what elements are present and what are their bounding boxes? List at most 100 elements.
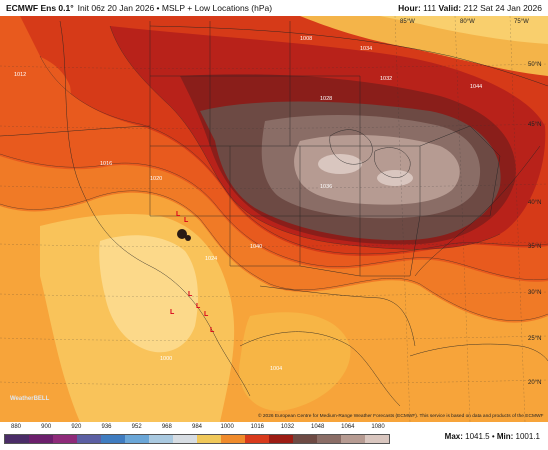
legend-tick-label: 1064 (341, 424, 355, 430)
min-label: Min: (496, 432, 514, 441)
isobar-label: 1016 (100, 161, 113, 167)
state-line (149, 21, 211, 77)
isobar-label: 1044 (470, 84, 483, 90)
legend-color-swatch (173, 435, 197, 443)
legend-tick-labels: 880 900 920 936 952 968 984 1000 1016 1032 1048 106… (4, 424, 390, 433)
legend-color-swatch (77, 435, 101, 443)
legend-color-swatch (341, 435, 365, 443)
west-coast-line (59, 20, 251, 397)
isobar-label: 1008 (300, 36, 313, 42)
state-line (360, 215, 421, 277)
latitude-label: 45°N (528, 122, 542, 128)
legend-color-swatch (317, 435, 341, 443)
pressure-map: L L L L L L L 1012 1016 1020 1024 1028 1032 10… (0, 16, 548, 422)
latitude-label: 35°N (528, 244, 542, 250)
isobar-label: 1012 (14, 72, 27, 78)
pressure-band-1044 (294, 134, 460, 205)
caribbean-line (409, 343, 548, 362)
pressure-band-northeast-low (380, 16, 548, 44)
legend-tick-label: 1048 (310, 424, 325, 430)
state-line (419, 125, 501, 217)
hour-value: 111 (423, 3, 437, 13)
latitude-label: 50°N (528, 62, 542, 68)
pressure-band-gulf (239, 312, 351, 411)
state-line (149, 146, 231, 217)
high-pressure-core (377, 170, 413, 186)
isobar-label: 1028 (320, 96, 333, 102)
pressure-map-svg: L L L L L L L (0, 16, 548, 422)
legend-color-swatch (125, 435, 149, 443)
isobar-label: 1034 (360, 46, 373, 52)
boundary-lines (0, 20, 548, 407)
gulf-coast-line (259, 285, 416, 347)
pressure-stats: Max: 1041.5 • Min: 1001.1 (444, 432, 540, 441)
isobar-label: 1020 (150, 176, 163, 182)
state-line (360, 145, 421, 217)
great-lakes-line (329, 129, 373, 165)
longitude-label: 75°W (514, 19, 529, 25)
legend-tick-label: 1000 (220, 424, 234, 430)
legend-color-swatch (293, 435, 317, 443)
legend-color-swatch (245, 435, 269, 443)
longitude-label: 85°W (400, 19, 415, 25)
legend-tick-label: 900 (41, 424, 52, 430)
pressure-band-northwest (0, 52, 71, 122)
low-cluster (185, 235, 191, 241)
isobar-label: 1040 (250, 244, 263, 250)
latitude-label: 30°N (528, 290, 542, 296)
init-time: Init 06z 20 Jan 2026 • MSLP + Low Locati… (77, 3, 273, 13)
low-markers: L L L L L L L (170, 211, 215, 334)
border-line (0, 125, 151, 137)
legend-color-swatch (221, 435, 245, 443)
state-line (229, 216, 301, 267)
low-marker: L (170, 309, 175, 316)
isobar-1028 (39, 55, 548, 255)
max-label: Max: (444, 432, 463, 441)
legend-tick-label: 984 (191, 424, 203, 430)
model-name: ECMWF Ens 0.1° (6, 3, 74, 13)
pressure-legend: 880 900 920 936 952 968 984 1000 1016 1032 1048 106… (4, 424, 390, 450)
legend-tick-label: 952 (131, 424, 142, 430)
hour-label: Hour: (398, 3, 421, 13)
low-marker: L (204, 311, 209, 318)
low-cluster (177, 229, 187, 239)
legend-tick-label: 920 (71, 424, 82, 430)
pressure-band-mexico-low (99, 235, 198, 353)
great-lakes-line (374, 147, 411, 178)
isobar-label: 1036 (320, 184, 333, 190)
legend-tick-label: 1032 (280, 424, 295, 430)
isobar-lines (0, 25, 548, 321)
isobar-label: 1004 (270, 366, 283, 372)
valid-label: Valid: (438, 3, 462, 13)
legend-color-swatch (5, 435, 29, 443)
isobar-1020 (0, 190, 548, 321)
legend-color-bar (4, 434, 390, 444)
low-marker: L (188, 291, 193, 298)
valid-value: 212 Sat 24 Jan 2026 (463, 3, 542, 13)
legend-color-swatch (365, 435, 389, 443)
legend-tick-label: 880 (10, 424, 22, 430)
latitude-label: 20°N (528, 380, 542, 386)
low-marker: L (184, 217, 189, 224)
state-line (290, 75, 361, 147)
legend-tick-label: 1016 (250, 424, 265, 430)
high-pressure-core (318, 154, 362, 174)
legend-color-swatch (197, 435, 221, 443)
legend-color-swatch (53, 435, 77, 443)
latitude-label: 40°N (528, 200, 542, 206)
longitude-label: 80°W (460, 19, 475, 25)
yucatan-line (239, 331, 401, 407)
legend-tick-label: 968 (161, 424, 172, 430)
state-line (149, 76, 211, 147)
latitude-label: 25°N (528, 336, 542, 342)
isobar-label: 1032 (380, 76, 393, 82)
min-value: 1001.1 (515, 432, 540, 441)
east-coast-line (414, 145, 541, 277)
legend-color-swatch (101, 435, 125, 443)
legend-tick-label: 936 (101, 424, 112, 430)
low-marker: L (176, 211, 181, 218)
map-header: ECMWF Ens 0.1° Init 06z 20 Jan 2026 • MS… (0, 0, 548, 16)
isobar-1024 (0, 153, 548, 281)
low-marker: L (210, 327, 215, 334)
legend-color-swatch (149, 435, 173, 443)
